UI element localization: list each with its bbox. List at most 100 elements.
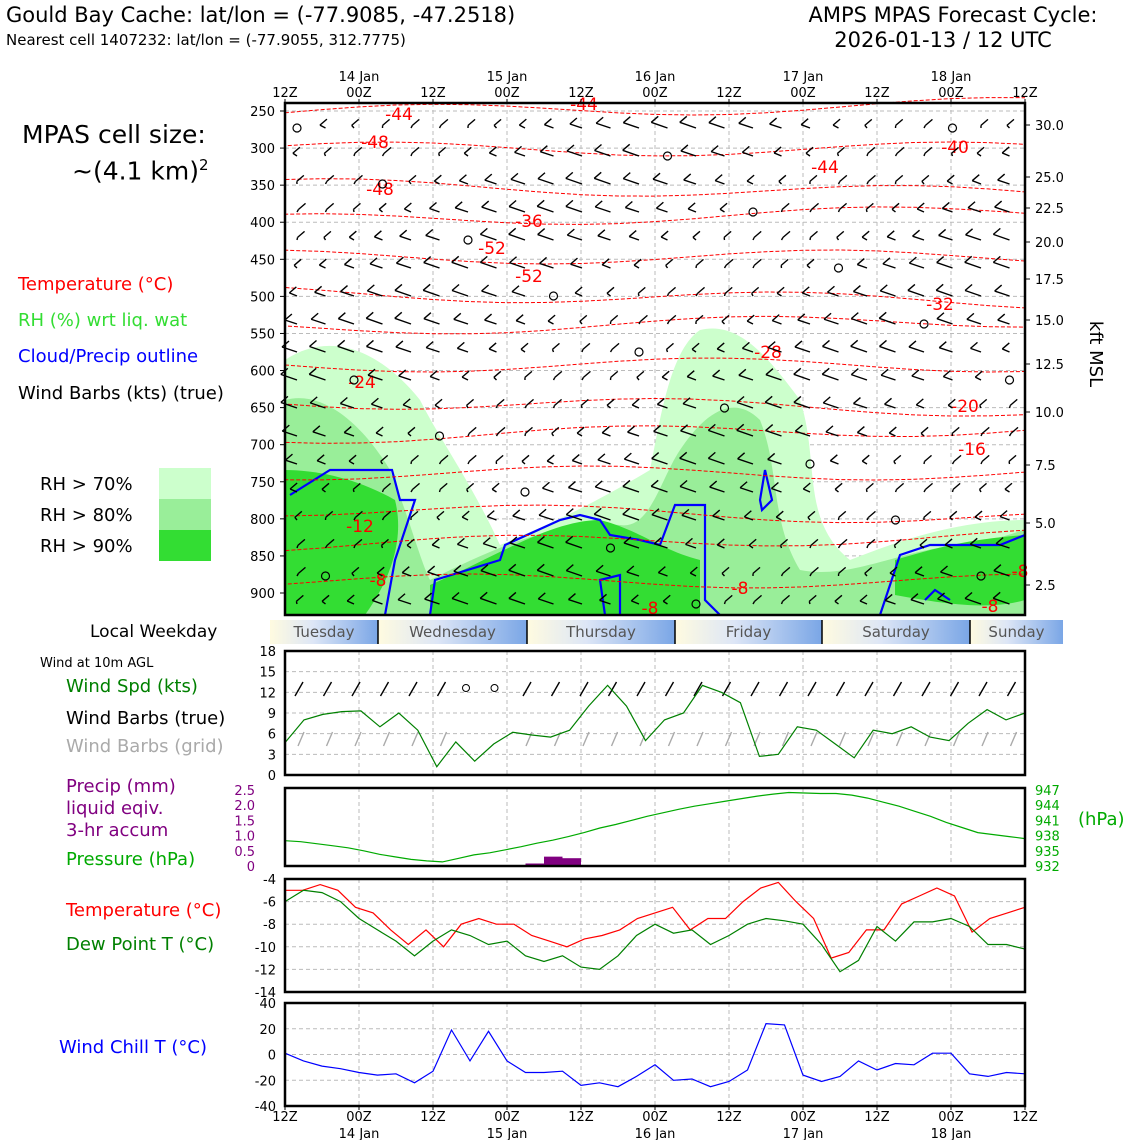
bottom-time-tick-label: 12Z [716, 1110, 742, 1125]
wind-barb-feather [438, 146, 447, 154]
temperature-contour [284, 357, 1026, 373]
bottom-time-tick-label: 00Z [494, 1110, 520, 1125]
temperature-contour-label: -20 [951, 397, 979, 417]
wind-barb-true [294, 681, 304, 697]
pressure-line [284, 791, 1026, 863]
wind-barb-feather [480, 564, 489, 572]
wind-chill-label: Wind Chill T (°C) [59, 1037, 207, 1058]
wind-barb-feather [886, 230, 895, 238]
wind-barb-feather [737, 452, 746, 460]
wind-barb-feather [979, 482, 987, 490]
rh-shading [285, 328, 1025, 615]
wind-barb-feather [653, 424, 662, 432]
wind-barb-feather [775, 510, 784, 518]
kft-tick-label: 2.5 [1035, 579, 1056, 594]
wind-barb [461, 376, 469, 381]
wind-barb-feather [554, 370, 563, 378]
wind-barb-feather [776, 286, 785, 294]
wind-barb-feather [912, 229, 921, 237]
wind-barb [374, 236, 383, 241]
wind-barb [308, 373, 326, 381]
wind-barb-feather [297, 566, 306, 574]
temperature-contour-label: -8 [732, 579, 749, 599]
wind-barb-feather [967, 201, 976, 209]
wind-barb [769, 123, 782, 129]
wind-barb-feather [509, 256, 518, 264]
wind-barb-feather [868, 510, 876, 518]
wind-barb [695, 293, 699, 297]
wind-barb-feather [312, 425, 321, 433]
wind-barb-feather [395, 256, 404, 264]
wind-barb-feather [864, 118, 873, 126]
wind-speed-label: Wind Spd (kts) [66, 676, 198, 697]
wind-barb [691, 348, 697, 353]
wind-barb-feather [318, 258, 327, 266]
wind-barb-feather [1009, 398, 1018, 406]
hpa-axis-label: (hPa) [1078, 809, 1125, 830]
wind-barb [823, 402, 839, 409]
temperature-contour [284, 249, 1026, 265]
wind-barb-feather [916, 202, 925, 210]
temperature-contour-label: -44 [385, 105, 413, 125]
wind-barb [805, 152, 811, 157]
wind-barb-feather [431, 538, 440, 546]
wind-barb-feather [383, 146, 392, 154]
wind-barb-feather [479, 591, 488, 599]
wind-barb-feather [425, 341, 434, 349]
wind-barb-feather [346, 594, 355, 602]
wind-barb-feather [348, 454, 357, 462]
wind-barb [680, 150, 697, 157]
wind-barb-feather [461, 370, 470, 378]
wind-barb-feather [981, 454, 990, 462]
cloud-outline [289, 468, 417, 616]
wind-barb-feather [606, 286, 615, 294]
wind-barb-feather [850, 339, 859, 347]
y-tick-label: 3 [268, 748, 276, 763]
wind-barb [438, 489, 441, 493]
wind-barb-feather [402, 398, 411, 406]
wind-barb-feather [679, 451, 688, 459]
wind-barb-feather [947, 398, 956, 406]
wind-barb-feather [481, 284, 490, 292]
wind-barb-feather [822, 339, 830, 347]
wind-barb [597, 235, 611, 241]
wind-barb [660, 236, 668, 241]
y-tick-label: 12 [259, 686, 276, 701]
wind-barb [489, 152, 497, 157]
wind-barb [312, 431, 326, 437]
wind-barb-feather [867, 146, 876, 154]
wind-barb-feather [524, 370, 533, 378]
wind-barb [570, 263, 583, 269]
temperature-contour-label: -40 [941, 138, 969, 158]
wind-barb-feather [964, 283, 973, 292]
wind-barb [292, 152, 298, 157]
wind-barb-feather [746, 174, 755, 182]
wind-barb-feather [323, 230, 332, 238]
wind-barb-true [693, 681, 703, 697]
calm-wind-circle [691, 599, 701, 609]
wind-barb [542, 487, 554, 493]
wind-barb [709, 486, 725, 493]
wind-barb-feather [896, 146, 905, 154]
precip-tick-label: 0.5 [234, 845, 255, 860]
wind-barb [348, 460, 355, 465]
wind-barb-feather [953, 454, 962, 462]
wind-barb [993, 233, 1010, 241]
wind-barb [950, 153, 954, 157]
wind-barb-feather [919, 538, 928, 546]
wind-barb [431, 544, 440, 549]
wind-barb [907, 289, 925, 297]
rh90-label: RH > 90% [40, 536, 133, 557]
wind-barb [978, 489, 982, 493]
wind-barb-feather [488, 342, 497, 350]
wind-barb [601, 264, 611, 269]
wind-barb [394, 289, 412, 297]
wind-barb-feather [966, 312, 975, 320]
wind-barb-feather [479, 227, 488, 235]
wind-barb-true [778, 681, 789, 697]
wind-barb [481, 290, 497, 297]
y-tick-label: -14 [255, 986, 276, 1001]
wind-barb [884, 403, 896, 409]
wind-barb-feather [908, 256, 917, 264]
wind-barb-feather [853, 397, 861, 405]
